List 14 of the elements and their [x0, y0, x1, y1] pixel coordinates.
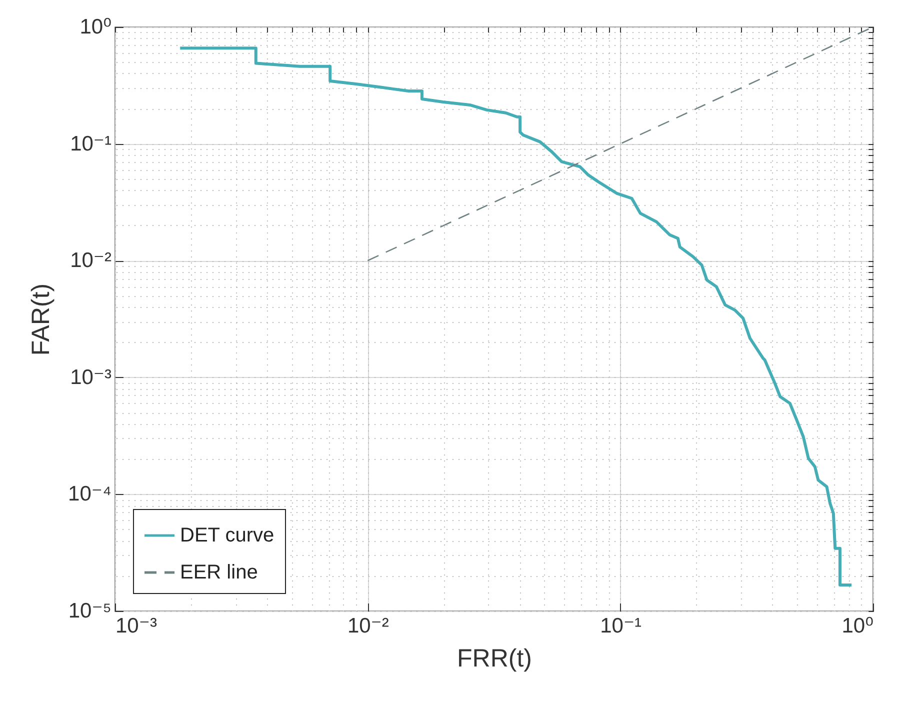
y-tick-label: 10⁻³: [70, 366, 112, 389]
y-tick-label: 10⁻⁴: [68, 482, 112, 506]
y-tick-label: 10⁻¹: [70, 132, 112, 156]
x-tick-label: 10⁻¹: [600, 614, 642, 638]
y-tick-label: 10⁻⁵: [68, 600, 112, 622]
legend-label: EER line: [180, 562, 258, 584]
y-tick-label: 10⁻²: [70, 249, 112, 272]
x-tick-label: 10⁰: [842, 614, 874, 638]
x-tick-label: 10⁻³: [116, 614, 157, 638]
y-axis-title: FAR(t): [27, 283, 56, 356]
legend-label: DET curve: [180, 524, 274, 546]
y-tick-label: 10⁰: [80, 16, 112, 38]
x-tick-label: 10⁻²: [347, 614, 389, 638]
x-axis-title: FRR(t): [457, 644, 532, 672]
